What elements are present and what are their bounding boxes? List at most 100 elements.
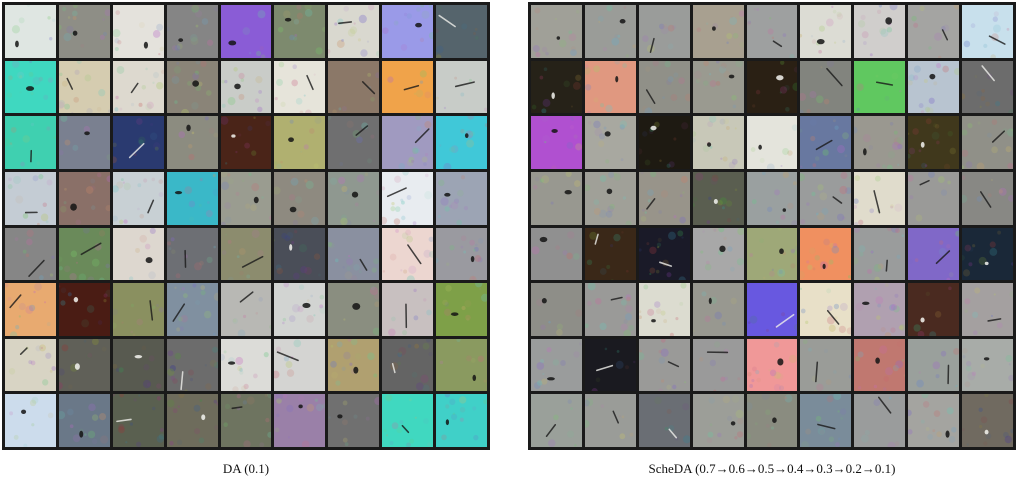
right-tile	[800, 171, 852, 225]
right-tile	[800, 338, 852, 392]
left-tile	[328, 171, 380, 225]
left-tile	[5, 171, 56, 225]
left-tile	[166, 171, 218, 225]
left-tile	[328, 338, 380, 392]
right-tile	[531, 60, 582, 114]
left-tile	[274, 394, 326, 447]
left-tile	[382, 394, 434, 447]
right-tile	[638, 171, 690, 225]
left-tile	[436, 227, 487, 281]
left-tile	[112, 60, 164, 114]
left-tile	[328, 283, 380, 336]
right-tile	[584, 283, 636, 336]
left-tile	[112, 283, 164, 336]
right-tile	[692, 338, 744, 392]
left-tile	[382, 5, 434, 58]
left-tile	[220, 171, 272, 225]
left-tile-grid	[5, 5, 487, 447]
left-tile	[5, 338, 56, 392]
right-tile	[692, 116, 744, 169]
right-tile	[584, 5, 636, 58]
right-tile	[800, 116, 852, 169]
left-tile	[382, 171, 434, 225]
right-tile	[962, 227, 1013, 281]
left-tile	[436, 338, 487, 392]
right-tile	[692, 283, 744, 336]
left-tile	[112, 5, 164, 58]
left-tile	[5, 116, 56, 169]
left-tile	[166, 283, 218, 336]
right-tile	[962, 60, 1013, 114]
left-tile	[220, 60, 272, 114]
left-tile	[328, 116, 380, 169]
right-tile	[908, 60, 960, 114]
left-tile	[220, 338, 272, 392]
right-tile	[746, 283, 798, 336]
left-tile	[436, 283, 487, 336]
left-tile	[58, 227, 110, 281]
right-tile	[746, 338, 798, 392]
right-tile	[908, 5, 960, 58]
left-tile	[58, 394, 110, 447]
left-tile	[328, 5, 380, 58]
left-tile	[274, 227, 326, 281]
right-tile	[854, 171, 906, 225]
right-tile	[692, 5, 744, 58]
left-tile	[382, 338, 434, 392]
left-tile	[328, 227, 380, 281]
right-tile	[638, 116, 690, 169]
left-grid-panel	[2, 2, 490, 450]
left-tile	[5, 394, 56, 447]
right-tile	[854, 394, 906, 447]
right-tile	[692, 171, 744, 225]
right-caption: ScheDA (0.7→0.6→0.5→0.4→0.3→0.2→0.1)	[648, 461, 896, 476]
right-tile	[746, 60, 798, 114]
left-tile	[166, 116, 218, 169]
left-tile	[436, 60, 487, 114]
right-tile	[962, 116, 1013, 169]
right-tile	[584, 227, 636, 281]
right-tile	[854, 283, 906, 336]
right-tile	[531, 116, 582, 169]
left-tile	[5, 227, 56, 281]
right-tile	[962, 338, 1013, 392]
left-tile	[166, 394, 218, 447]
right-tile	[746, 171, 798, 225]
right-tile	[584, 116, 636, 169]
right-tile	[531, 171, 582, 225]
left-tile	[220, 394, 272, 447]
right-tile	[638, 338, 690, 392]
left-tile	[220, 283, 272, 336]
right-tile	[962, 5, 1013, 58]
left-tile	[166, 60, 218, 114]
right-tile	[531, 394, 582, 447]
right-tile	[962, 394, 1013, 447]
left-tile	[382, 116, 434, 169]
right-tile	[800, 5, 852, 58]
left-tile	[328, 394, 380, 447]
right-tile	[854, 338, 906, 392]
left-tile	[382, 227, 434, 281]
left-tile	[436, 171, 487, 225]
right-tile	[584, 171, 636, 225]
right-tile	[584, 60, 636, 114]
right-tile	[531, 283, 582, 336]
right-tile	[908, 394, 960, 447]
right-tile	[800, 283, 852, 336]
left-tile	[274, 5, 326, 58]
left-tile	[58, 171, 110, 225]
right-tile	[692, 60, 744, 114]
right-tile	[746, 116, 798, 169]
left-tile	[382, 60, 434, 114]
left-tile	[436, 394, 487, 447]
right-tile	[746, 394, 798, 447]
right-tile	[638, 394, 690, 447]
right-tile	[638, 283, 690, 336]
left-tile	[274, 60, 326, 114]
right-tile	[908, 171, 960, 225]
right-tile	[692, 394, 744, 447]
left-tile	[112, 394, 164, 447]
right-tile	[584, 338, 636, 392]
right-tile	[908, 227, 960, 281]
left-tile	[436, 5, 487, 58]
